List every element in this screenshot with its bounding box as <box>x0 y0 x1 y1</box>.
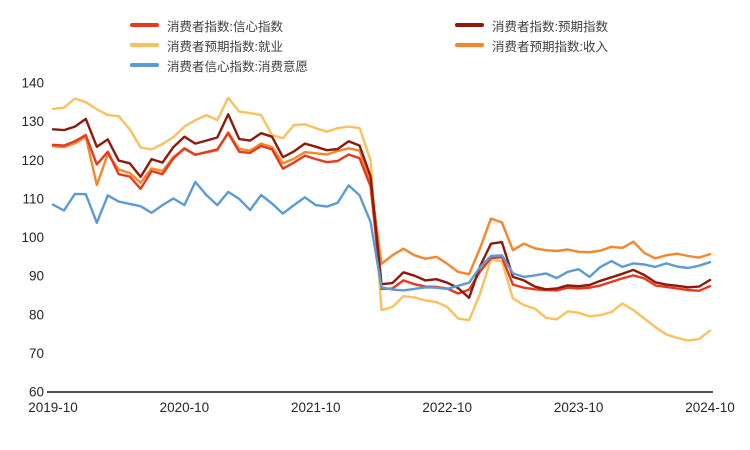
x-tick-label: 2023-10 <box>554 400 604 415</box>
legend-item-1: 消费者指数:预期指数 <box>455 15 608 35</box>
legend-label: 消费者指数:预期指数 <box>492 19 608 34</box>
legend-line-marker <box>455 23 484 27</box>
legend-label: 消费者信心指数:消费意愿 <box>167 59 308 74</box>
legend-item-0: 消费者指数:信心指数 <box>130 15 455 35</box>
y-tick-label: 70 <box>29 346 44 361</box>
y-tick-label: 80 <box>29 307 44 322</box>
series-line-4 <box>51 180 712 292</box>
legend-line-marker <box>130 43 159 47</box>
series-line-0 <box>51 131 712 295</box>
y-tick-label: 100 <box>21 230 44 245</box>
y-tick-label: 120 <box>21 153 44 168</box>
x-tick-label: 2024-10 <box>685 400 735 415</box>
y-tick-label: 140 <box>21 76 44 91</box>
legend-line-marker <box>130 63 159 67</box>
x-tick-label: 2020-10 <box>160 400 210 415</box>
x-tick-label: 2021-10 <box>291 400 341 415</box>
y-tick-label: 130 <box>21 114 44 129</box>
y-tick-label: 110 <box>22 191 44 206</box>
legend-label: 消费者预期指数:就业 <box>167 39 283 54</box>
legend-item-2: 消费者预期指数:就业 <box>130 35 455 55</box>
legend-label: 消费者指数:信心指数 <box>167 19 283 34</box>
legend: 消费者指数:信心指数 消费者指数:预期指数消费者预期指数:就业 消费者预期指数:收入… <box>130 15 608 75</box>
series-line-3 <box>51 131 712 276</box>
y-tick-label: 90 <box>29 269 44 284</box>
x-tick-label: 2019-10 <box>28 400 78 415</box>
legend-item-4: 消费者信心指数:消费意愿 <box>130 55 455 75</box>
legend-line-marker <box>455 43 484 47</box>
legend-line-marker <box>130 23 159 27</box>
x-tick-label: 2022-10 <box>422 400 472 415</box>
y-tick-label: 60 <box>29 385 44 400</box>
series-line-2 <box>51 96 712 342</box>
legend-item-3: 消费者预期指数:收入 <box>455 35 608 55</box>
legend-label: 消费者预期指数:收入 <box>492 39 608 54</box>
series-line-1 <box>51 113 712 299</box>
